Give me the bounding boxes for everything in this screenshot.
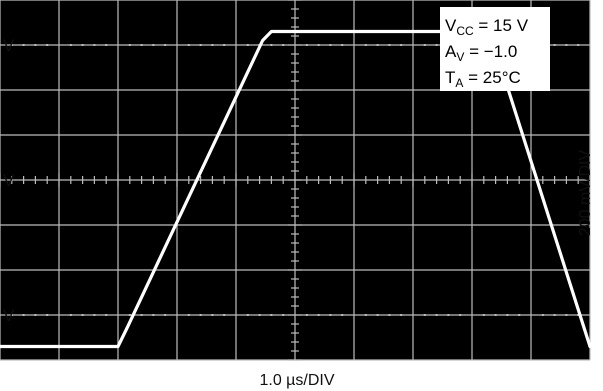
reference-dot <box>506 314 509 316</box>
reference-dot <box>211 44 214 46</box>
reference-dot <box>258 314 261 316</box>
legend-background <box>440 7 550 91</box>
reference-dot <box>187 314 190 316</box>
legend-line-vcc-main: V <box>445 16 457 35</box>
y-axis-label: 200 mV/DIV <box>577 150 594 237</box>
reference-dot <box>305 44 308 46</box>
reference-dot <box>376 314 379 316</box>
reference-dot <box>10 314 13 316</box>
reference-dot <box>246 314 249 316</box>
reference-dot <box>34 314 37 316</box>
reference-dot <box>93 314 96 316</box>
reference-dot <box>518 314 521 316</box>
reference-dot <box>105 44 108 46</box>
legend-line-ta-sub: A <box>455 76 463 90</box>
reference-dot <box>482 314 485 316</box>
y-tick-label: V <box>3 306 15 325</box>
reference-dot <box>187 44 190 46</box>
reference-dot <box>128 44 131 46</box>
reference-dot <box>46 44 49 46</box>
reference-dot <box>34 44 37 46</box>
reference-dot <box>164 44 167 46</box>
reference-dot <box>81 314 84 316</box>
reference-dot <box>164 314 167 316</box>
reference-dot <box>22 44 25 46</box>
reference-dot <box>140 44 143 46</box>
reference-dot <box>388 44 391 46</box>
reference-dot <box>270 44 273 46</box>
reference-dot <box>388 314 391 316</box>
reference-dot <box>246 44 249 46</box>
reference-dot <box>81 44 84 46</box>
reference-dot <box>152 314 155 316</box>
reference-dot <box>282 314 285 316</box>
reference-dot <box>282 44 285 46</box>
reference-dot <box>317 44 320 46</box>
legend-line-av: AV = −1.0 <box>445 42 517 64</box>
reference-dot <box>423 314 426 316</box>
reference-dot <box>93 44 96 46</box>
reference-dot <box>105 314 108 316</box>
reference-dot <box>435 314 438 316</box>
reference-dot <box>152 44 155 46</box>
reference-dot <box>541 314 544 316</box>
reference-dot <box>305 314 308 316</box>
reference-dot <box>10 44 13 46</box>
reference-dot <box>494 314 497 316</box>
reference-dot <box>459 314 462 316</box>
reference-dot <box>199 314 202 316</box>
reference-dot <box>400 44 403 46</box>
reference-dot <box>270 314 273 316</box>
reference-dot <box>553 314 556 316</box>
reference-dot <box>22 314 25 316</box>
legend-line-ta-rest: = 25°C <box>463 68 520 87</box>
reference-dot <box>211 314 214 316</box>
reference-dot <box>329 44 332 46</box>
reference-dot <box>565 44 568 46</box>
legend-line-ta: TA = 25°C <box>445 68 521 90</box>
reference-dot <box>577 44 580 46</box>
reference-dot <box>565 314 568 316</box>
reference-dot <box>329 314 332 316</box>
reference-dot <box>223 44 226 46</box>
legend-line-ta-main: T <box>445 68 455 87</box>
legend-line-av-rest: = −1.0 <box>464 42 517 61</box>
reference-dot <box>341 314 344 316</box>
y-tick-labels: V V V <box>3 36 15 325</box>
reference-dot <box>199 44 202 46</box>
reference-dot <box>223 314 226 316</box>
reference-dot <box>128 314 131 316</box>
reference-dot <box>69 44 72 46</box>
reference-dot <box>447 314 450 316</box>
x-axis-label: 1.0 µs/DIV <box>259 372 334 389</box>
reference-dot <box>553 44 556 46</box>
reference-dot <box>317 314 320 316</box>
reference-dot <box>46 314 49 316</box>
reference-dot <box>140 314 143 316</box>
reference-dot <box>376 44 379 46</box>
y-tick-label: V <box>3 36 15 55</box>
legend-line-av-sub: V <box>456 50 464 64</box>
reference-dot <box>364 44 367 46</box>
legend-line-vcc-rest: = 15 V <box>474 16 529 35</box>
legend-box: VCC = 15 V AV = −1.0 TA = 25°C <box>440 7 550 91</box>
reference-dot <box>423 44 426 46</box>
reference-dot <box>69 314 72 316</box>
reference-dot <box>577 314 580 316</box>
reference-dot <box>400 314 403 316</box>
reference-dot <box>435 44 438 46</box>
legend-line-av-main: A <box>445 42 457 61</box>
y-tick-label: V <box>3 171 15 190</box>
reference-dot <box>364 314 367 316</box>
legend-line-vcc: VCC = 15 V <box>445 16 529 38</box>
legend-line-vcc-sub: CC <box>456 24 474 38</box>
reference-dot <box>341 44 344 46</box>
